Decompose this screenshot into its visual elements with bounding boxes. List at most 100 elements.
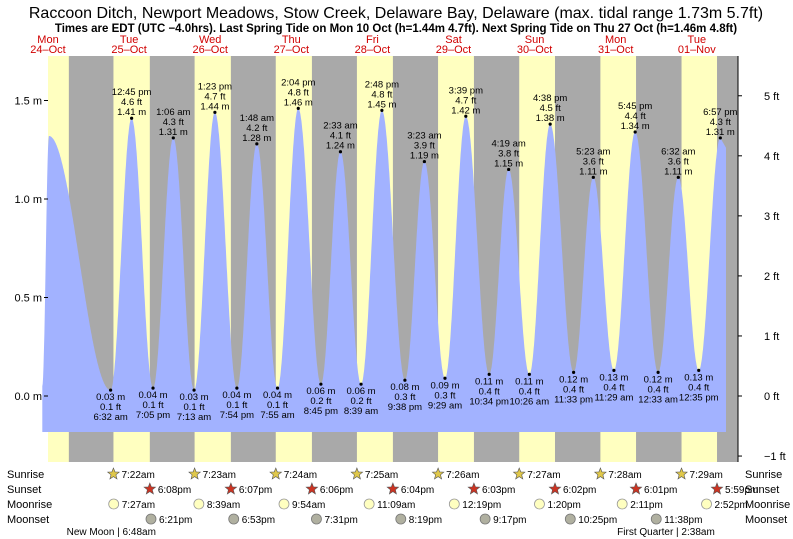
low-tide-ft: 0.1 ft: [100, 402, 121, 413]
low-tide-ft: 0.4 ft: [688, 382, 709, 393]
low-tide-ft: 0.2 ft: [310, 396, 331, 407]
high-tide-point: [591, 175, 595, 179]
high-tide-time: 12:45 pm: [112, 87, 152, 98]
sunset-star-icon: [629, 482, 643, 495]
high-tide-time: 5:23 am: [576, 146, 610, 157]
high-tide-point: [171, 136, 175, 140]
sunset-star-icon: [710, 482, 724, 495]
moonrise-icon: [448, 498, 460, 510]
sunset-time: 5:59pm: [725, 485, 758, 496]
low-tide-m: 0.11 m: [515, 376, 543, 387]
sunrise-time: 7:25am: [365, 470, 398, 481]
y-tick-label-ft: 2 ft: [764, 271, 779, 283]
high-tide-point: [338, 150, 343, 154]
moonset-time: 11:38pm: [664, 515, 702, 526]
moonrise-time: 12:19pm: [462, 500, 501, 511]
low-tide-point: [192, 388, 196, 392]
high-tide-m: 1.45 m: [367, 99, 396, 110]
moon-phase-label: New Moon | 6:48am: [67, 527, 156, 538]
high-tide-ft: 4.8 ft: [371, 89, 392, 100]
y-tick-label-ft: −1 ft: [764, 451, 786, 463]
high-tide-ft: 4.4 ft: [625, 111, 646, 122]
day-name: Thu: [282, 34, 301, 46]
moonset-icon: [145, 513, 157, 525]
high-tide-m: 1.41 m: [117, 107, 146, 118]
low-tide-m: 0.04 m: [139, 390, 168, 401]
low-tide-time: 11:29 am: [594, 392, 633, 403]
low-tide-m: 0.04 m: [263, 390, 292, 401]
high-tide-point: [676, 175, 680, 179]
sunrise-time: 7:22am: [121, 470, 154, 481]
high-tide-ft: 3.8 ft: [498, 148, 519, 159]
sunrise-star-icon: [350, 467, 364, 480]
moon-phase-label: First Quarter | 2:38am: [617, 527, 715, 538]
high-tide-point: [633, 130, 637, 134]
high-tide-m: 1.34 m: [621, 121, 650, 132]
low-tide-time: 11:33 pm: [554, 394, 593, 405]
moonrise-icon: [616, 498, 628, 510]
low-tide-point: [527, 372, 531, 376]
moonrise-time: 2:52pm: [715, 500, 748, 511]
high-tide-m: 1.11 m: [664, 166, 692, 177]
high-tide-m: 1.38 m: [536, 113, 565, 124]
moonrise-icon: [193, 498, 205, 510]
low-tide-time: 7:05 pm: [136, 410, 170, 421]
high-tide-point: [213, 110, 217, 114]
high-tide-ft: 4.3 ft: [163, 117, 184, 128]
low-tide-time: 12:35 pm: [679, 392, 719, 403]
low-tide-ft: 0.1 ft: [142, 400, 163, 411]
low-tide-point: [572, 370, 576, 374]
day-date: 29–Oct: [436, 44, 471, 56]
sunrise-star-icon: [188, 467, 202, 480]
sunset-star-icon: [143, 482, 157, 495]
high-tide-ft: 4.5 ft: [540, 103, 561, 114]
moonrise-time: 7:27am: [122, 500, 155, 511]
high-tide-time: 2:48 pm: [365, 79, 399, 90]
row-label-left: Sunset: [7, 484, 41, 496]
low-tide-time: 9:38 pm: [388, 402, 422, 413]
high-tide-point: [548, 122, 552, 126]
low-tide-time: 6:32 am: [93, 412, 127, 423]
high-tide-time: 6:32 am: [661, 146, 695, 157]
day-date: 25–Oct: [111, 44, 146, 56]
low-tide-time: 10:34 pm: [469, 396, 509, 407]
sunrise-star-icon: [512, 467, 526, 480]
day-date: 30–Oct: [517, 44, 552, 56]
low-tide-point: [487, 372, 491, 376]
moonrise-icon: [363, 498, 375, 510]
low-tide-time: 7:55 am: [260, 410, 294, 421]
day-name: Sat: [445, 34, 462, 46]
sunrise-star-icon: [431, 467, 445, 480]
high-tide-time: 5:45 pm: [618, 101, 652, 112]
low-tide-point: [275, 386, 280, 390]
day-name: Mon: [37, 34, 58, 46]
day-name: Mon: [605, 34, 626, 46]
tide-area: [42, 108, 727, 433]
low-tide-time: 7:13 am: [177, 412, 211, 423]
low-tide-point: [319, 382, 323, 386]
low-tide-point: [403, 378, 407, 382]
day-date: 24–Oct: [30, 44, 65, 56]
high-tide-point: [718, 136, 722, 140]
y-tick-label-m: 0.0 m: [14, 391, 42, 403]
moonset-icon: [395, 513, 407, 525]
row-label-right: Sunrise: [745, 469, 782, 481]
low-tide-m: 0.09 m: [430, 380, 459, 391]
axes: 0.0 m 0.5 m 1.0 m 1.5 m −1 ft 0 ft 1 ft 2 ft 3 f…: [14, 56, 786, 463]
row-label-left: Moonrise: [7, 499, 52, 511]
moonset-icon: [650, 513, 662, 525]
y-tick-label-ft: 3 ft: [764, 211, 779, 223]
low-tide-time: 10:26 am: [510, 396, 550, 407]
sunset-star-icon: [305, 482, 319, 495]
low-tide-ft: 0.3 ft: [434, 390, 455, 401]
high-tide-time: 2:04 pm: [281, 77, 315, 88]
low-tide-point: [443, 376, 447, 380]
day-date: 26–Oct: [192, 44, 227, 56]
low-tide-ft: 0.2 ft: [350, 396, 371, 407]
low-tide-m: 0.13 m: [599, 372, 628, 383]
sunrise-time: 7:28am: [608, 470, 641, 481]
high-tide-ft: 4.3 ft: [710, 117, 731, 128]
sunset-star-icon: [386, 482, 400, 495]
high-tide-point: [507, 167, 511, 172]
sunset-time: 6:03pm: [482, 485, 515, 496]
